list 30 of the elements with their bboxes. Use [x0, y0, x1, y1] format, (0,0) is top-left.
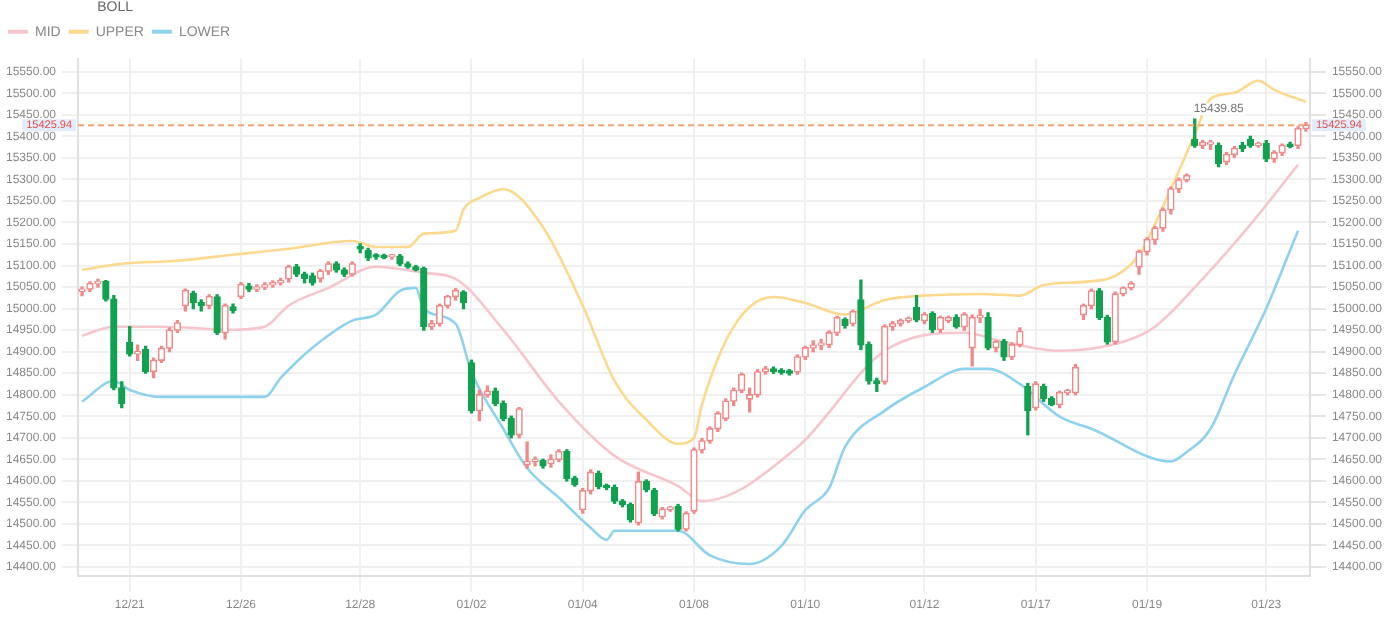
candlestick	[1222, 152, 1231, 165]
candlestick	[523, 441, 531, 469]
candlestick	[912, 295, 921, 323]
candlestick	[594, 470, 603, 490]
candlestick	[459, 290, 468, 310]
candlestick	[1071, 363, 1080, 396]
candlestick	[292, 264, 301, 277]
candlestick	[1238, 142, 1247, 153]
line-series	[80, 229, 1300, 566]
candlestick	[141, 345, 150, 374]
candlestick	[316, 269, 325, 283]
candlestick	[1206, 139, 1215, 150]
candlestick	[475, 389, 484, 422]
candlestick	[928, 311, 937, 333]
line-series	[80, 163, 1300, 503]
candlestick	[626, 502, 635, 523]
candlestick	[936, 315, 945, 333]
candlestick	[467, 359, 476, 414]
candlestick	[769, 366, 778, 374]
candlestick	[1230, 146, 1239, 158]
candlestick	[308, 272, 317, 286]
candlestick	[1214, 142, 1223, 168]
candlestick	[920, 312, 929, 325]
candlestick	[300, 271, 309, 284]
candlestick	[610, 484, 619, 504]
candlestick	[785, 369, 794, 376]
candlestick	[634, 471, 643, 526]
candlestick	[1055, 390, 1064, 409]
candlestick	[324, 261, 333, 275]
candlestick	[451, 288, 460, 301]
